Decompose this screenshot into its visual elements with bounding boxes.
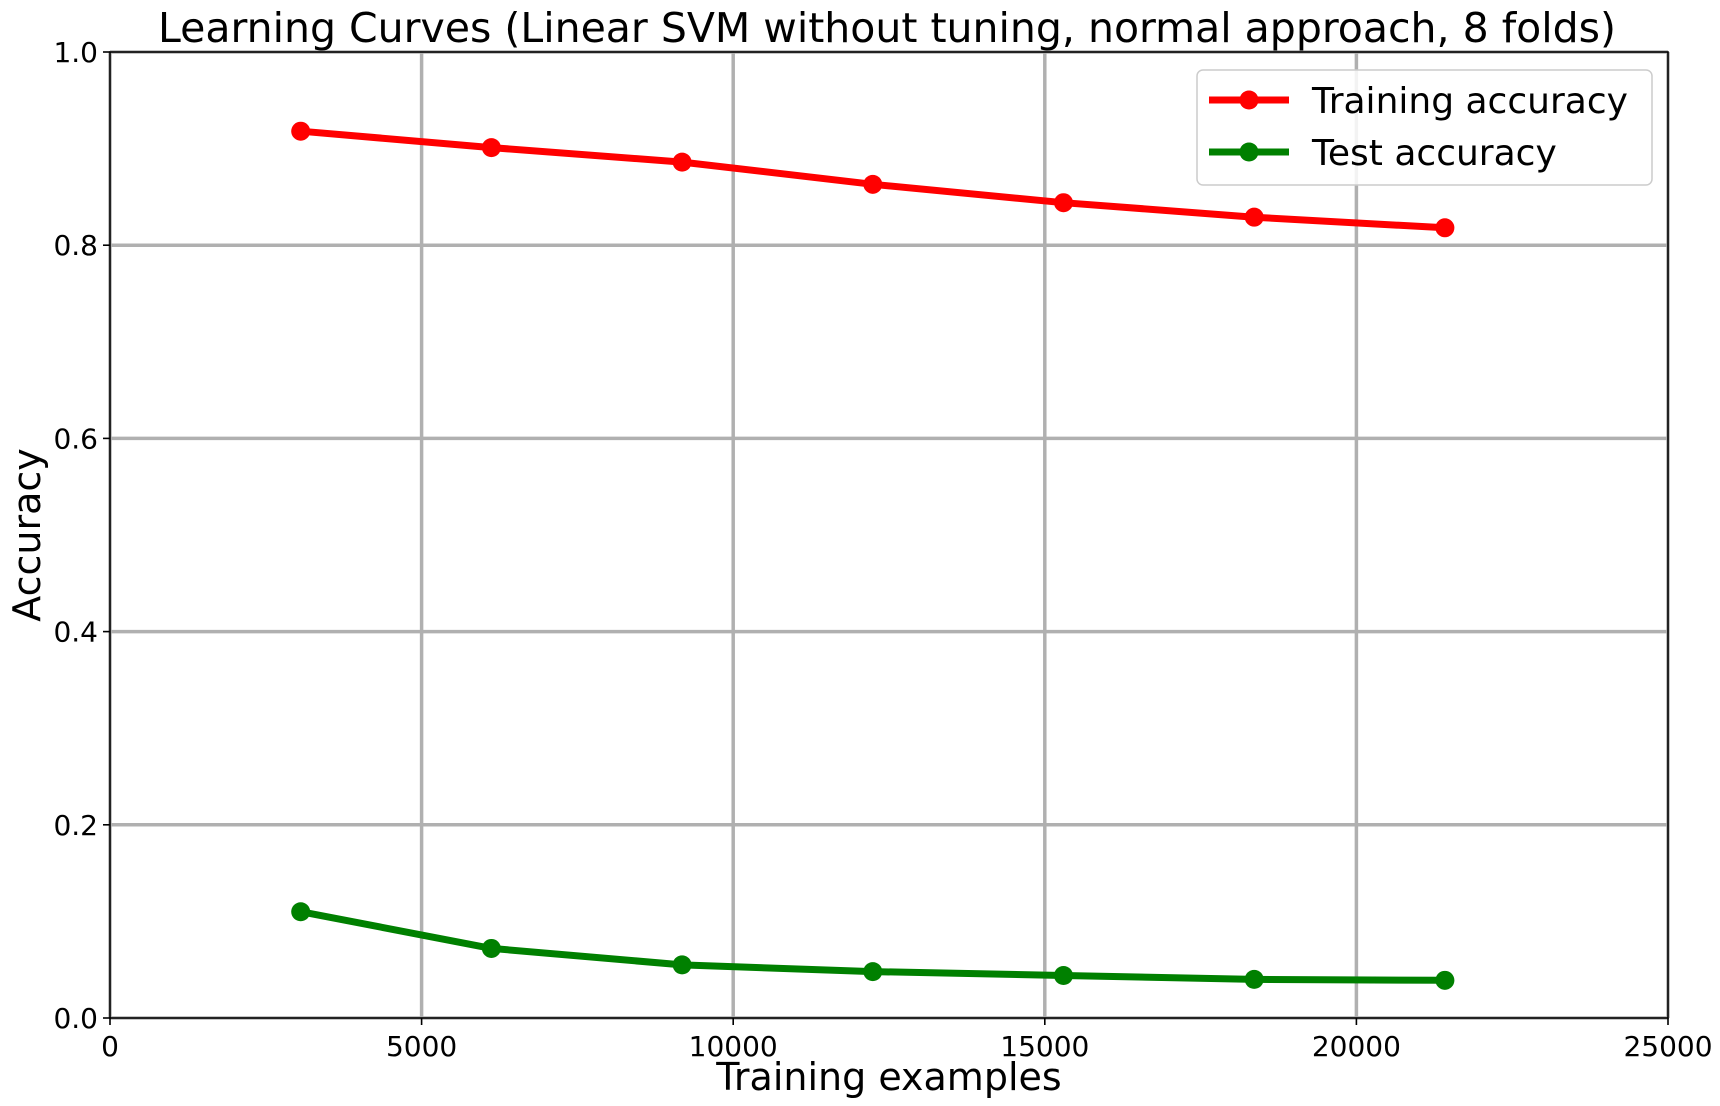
legend-box — [1196, 69, 1653, 186]
y-tick-label: 0.0 — [53, 1002, 98, 1035]
training-accuracy-point — [1435, 218, 1455, 238]
training-accuracy-point — [863, 174, 883, 194]
x-tick-label: 5000 — [386, 1030, 457, 1063]
axis-ticks: 0 5000 10000 15000 20000 25000 0.0 0.2 0.4 0.6 0.8… — [53, 36, 1712, 1063]
training-accuracy-point — [1244, 207, 1264, 227]
x-tick-label: 15000 — [1000, 1030, 1089, 1063]
series-lines — [291, 121, 1455, 990]
training-accuracy-point — [291, 121, 311, 141]
plot-frame — [109, 51, 1669, 1019]
y-tick-label: 0.4 — [53, 616, 98, 649]
y-axis-label: Accuracy — [5, 448, 49, 622]
test-accuracy-point — [291, 902, 311, 922]
test-accuracy-point — [481, 938, 501, 958]
test-accuracy-point — [1435, 970, 1455, 990]
chart-title: Learning Curves (Linear SVM without tuni… — [158, 4, 1616, 52]
legend-label: Training accuracy — [1311, 81, 1628, 122]
training-accuracy-point — [672, 152, 692, 172]
test-accuracy-series — [291, 902, 1455, 990]
x-tick-label: 20000 — [1312, 1030, 1401, 1063]
y-tick-label: 0.8 — [53, 229, 98, 262]
y-tick-label: 0.6 — [53, 422, 98, 455]
x-tick-label: 0 — [101, 1030, 119, 1063]
training-accuracy-point — [481, 138, 501, 158]
training-accuracy-series — [291, 121, 1455, 238]
test-accuracy-point — [1244, 969, 1264, 989]
y-tick-label: 0.2 — [53, 809, 98, 842]
legend: Training accuracy Test accuracy — [1196, 69, 1653, 186]
legend-swatch-marker — [1239, 142, 1259, 162]
test-accuracy-point — [672, 955, 692, 975]
y-tick-label: 1.0 — [53, 36, 98, 69]
legend-swatch-marker — [1239, 90, 1259, 110]
test-accuracy-point — [1053, 965, 1073, 985]
x-tick-label: 25000 — [1623, 1030, 1712, 1063]
legend-item-test-accuracy: Test accuracy — [1209, 133, 1557, 174]
training-accuracy-point — [1053, 193, 1073, 213]
legend-item-training-accuracy: Training accuracy — [1209, 81, 1628, 122]
x-tick-label: 10000 — [689, 1030, 778, 1063]
legend-label: Test accuracy — [1311, 133, 1557, 174]
x-axis-label: Training examples — [715, 1055, 1061, 1099]
test-accuracy-point — [863, 962, 883, 982]
